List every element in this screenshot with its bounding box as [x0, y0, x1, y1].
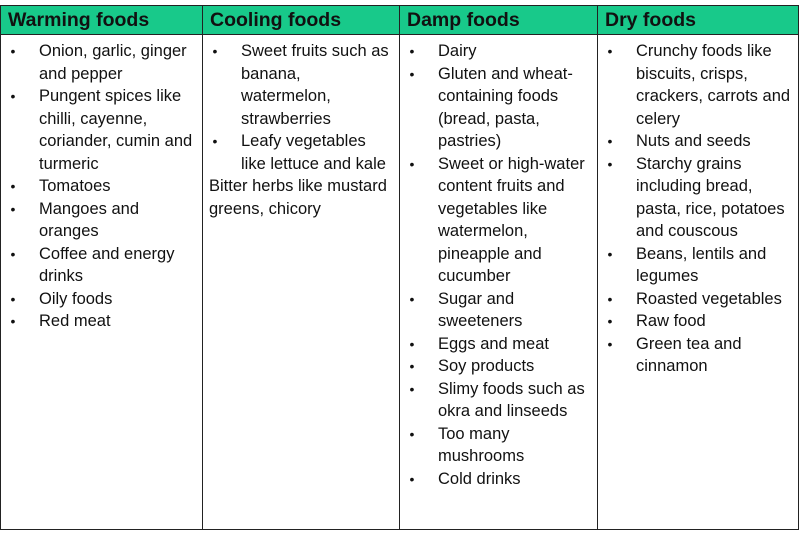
- list-item-text: Slimy foods such as okra and linseeds: [438, 379, 585, 421]
- cell-cooling-foods: • Sweet fruits such as banana, watermelon…: [202, 34, 400, 530]
- list-item-text: Onion, garlic, ginger and pepper: [39, 42, 187, 83]
- list-item-text: Red meat: [39, 312, 111, 330]
- list-item-text: Oily foods: [39, 289, 113, 308]
- list-item-text: Mangoes and oranges: [39, 199, 139, 241]
- list-item-text: Tomatoes: [39, 177, 111, 195]
- list-item-text: Beans, lentils and legumes: [636, 244, 767, 286]
- list-item-text: Starchy grains including bread, pasta, r…: [636, 154, 785, 241]
- cooling-foods-note: Bitter herbs like mustard greens, chicor…: [209, 177, 387, 218]
- bullet-icon: •: [607, 245, 613, 262]
- list-item-text: Sweet fruits such as banana, watermelon,…: [241, 42, 389, 128]
- list-item: • Sweet or high-water content fruits and …: [406, 153, 591, 288]
- bullet-icon: •: [10, 290, 16, 307]
- list-item: • Gluten and wheat-containing foods (brea…: [406, 63, 591, 153]
- list-item-text: Nuts and seeds: [636, 132, 751, 150]
- list-item: • Dairy: [406, 40, 591, 63]
- list-item: • Soy products: [406, 355, 591, 378]
- bullet-icon: •: [212, 43, 218, 59]
- bullet-icon: •: [607, 290, 613, 307]
- bullet-icon: •: [607, 155, 613, 172]
- list-item-text: Pungent spices like chilli, cayenne, cor…: [39, 87, 193, 173]
- list-item-text: Leafy vegetables like lettuce and kale: [241, 132, 386, 173]
- list-item: • Crunchy foods like biscuits, crisps, cr…: [604, 40, 792, 130]
- list-damp-foods: • Dairy • Gluten and wheat-containing food…: [406, 40, 591, 490]
- list-item: • Coffee and energy drinks: [7, 243, 196, 288]
- list-item: • Slimy foods such as okra and linseeds: [406, 378, 591, 423]
- bullet-icon: •: [409, 335, 415, 352]
- list-item: • Mangoes and oranges: [7, 198, 196, 243]
- header-row: Warming foods Cooling foods Damp foods D…: [0, 5, 799, 35]
- bullet-icon: •: [409, 155, 415, 172]
- bullet-icon: •: [212, 133, 218, 149]
- bullet-icon: •: [10, 313, 16, 329]
- list-item: • Beans, lentils and legumes: [604, 243, 792, 288]
- list-item: • Onion, garlic, ginger and pepper: [7, 40, 196, 85]
- list-item: • Nuts and seeds: [604, 130, 792, 153]
- list-item-text: Raw food: [636, 312, 706, 330]
- bullet-icon: •: [409, 65, 415, 82]
- cell-warming-foods: • Onion, garlic, ginger and pepper • Punge…: [0, 34, 203, 530]
- list-cooling-foods: • Sweet fruits such as banana, watermelon…: [209, 40, 393, 175]
- list-item: • Tomatoes: [7, 175, 196, 198]
- list-item: • Sugar and sweeteners: [406, 288, 591, 333]
- bullet-icon: •: [10, 245, 16, 262]
- list-item: • Raw food: [604, 310, 792, 333]
- list-warming-foods: • Onion, garlic, ginger and pepper • Punge…: [7, 40, 196, 333]
- list-item: • Pungent spices like chilli, cayenne, co…: [7, 85, 196, 175]
- bullet-icon: •: [409, 43, 415, 59]
- list-item-text: Roasted vegetables: [636, 289, 782, 308]
- cell-dry-foods: • Crunchy foods like biscuits, crisps, cr…: [597, 34, 799, 530]
- bullet-icon: •: [409, 425, 415, 442]
- list-item-text: Eggs and meat: [438, 334, 549, 353]
- cell-damp-foods: • Dairy • Gluten and wheat-containing food…: [399, 34, 598, 530]
- bullet-icon: •: [409, 290, 415, 307]
- list-item-text: Too many mushrooms: [438, 424, 525, 466]
- list-item: • Red meat: [7, 310, 196, 333]
- list-item-text: Crunchy foods like biscuits, crisps, cra…: [636, 42, 791, 128]
- list-item-text: Gluten and wheat-containing foods (bread…: [438, 64, 573, 151]
- list-item: • Green tea and cinnamon: [604, 333, 792, 378]
- bullet-icon: •: [409, 380, 415, 397]
- list-item: • Starchy grains including bread, pasta, …: [604, 153, 792, 243]
- list-item-text: Cold drinks: [438, 469, 521, 488]
- bullet-icon: •: [10, 178, 16, 194]
- list-item: • Sweet fruits such as banana, watermelon…: [209, 40, 393, 130]
- foods-table: Warming foods Cooling foods Damp foods D…: [0, 5, 799, 530]
- list-dry-foods: • Crunchy foods like biscuits, crisps, cr…: [604, 40, 792, 378]
- bullet-icon: •: [10, 88, 16, 104]
- list-item-text: Soy products: [438, 357, 535, 375]
- bullet-icon: •: [409, 358, 415, 374]
- list-item: • Leafy vegetables like lettuce and kale: [209, 130, 393, 175]
- bullet-icon: •: [409, 470, 415, 487]
- list-item: • Roasted vegetables: [604, 288, 792, 311]
- bullet-icon: •: [607, 133, 613, 149]
- list-item-text: Coffee and energy drinks: [39, 244, 175, 286]
- bullet-icon: •: [607, 43, 613, 59]
- bullet-icon: •: [10, 43, 16, 59]
- header-warming-foods: Warming foods: [0, 5, 203, 35]
- list-item: • Oily foods: [7, 288, 196, 311]
- list-item-text: Sugar and sweeteners: [438, 289, 523, 331]
- list-item: • Too many mushrooms: [406, 423, 591, 468]
- list-item-text: Dairy: [438, 42, 477, 60]
- bullet-icon: •: [607, 313, 613, 329]
- list-item: • Eggs and meat: [406, 333, 591, 356]
- bullet-icon: •: [10, 200, 16, 217]
- header-cooling-foods: Cooling foods: [202, 5, 400, 35]
- header-dry-foods: Dry foods: [597, 5, 799, 35]
- list-item-text: Green tea and cinnamon: [636, 334, 742, 376]
- content-row: • Onion, garlic, ginger and pepper • Punge…: [0, 34, 799, 530]
- bullet-icon: •: [607, 335, 613, 352]
- list-item: • Cold drinks: [406, 468, 591, 491]
- header-damp-foods: Damp foods: [399, 5, 598, 35]
- list-item-text: Sweet or high-water content fruits and v…: [438, 154, 585, 286]
